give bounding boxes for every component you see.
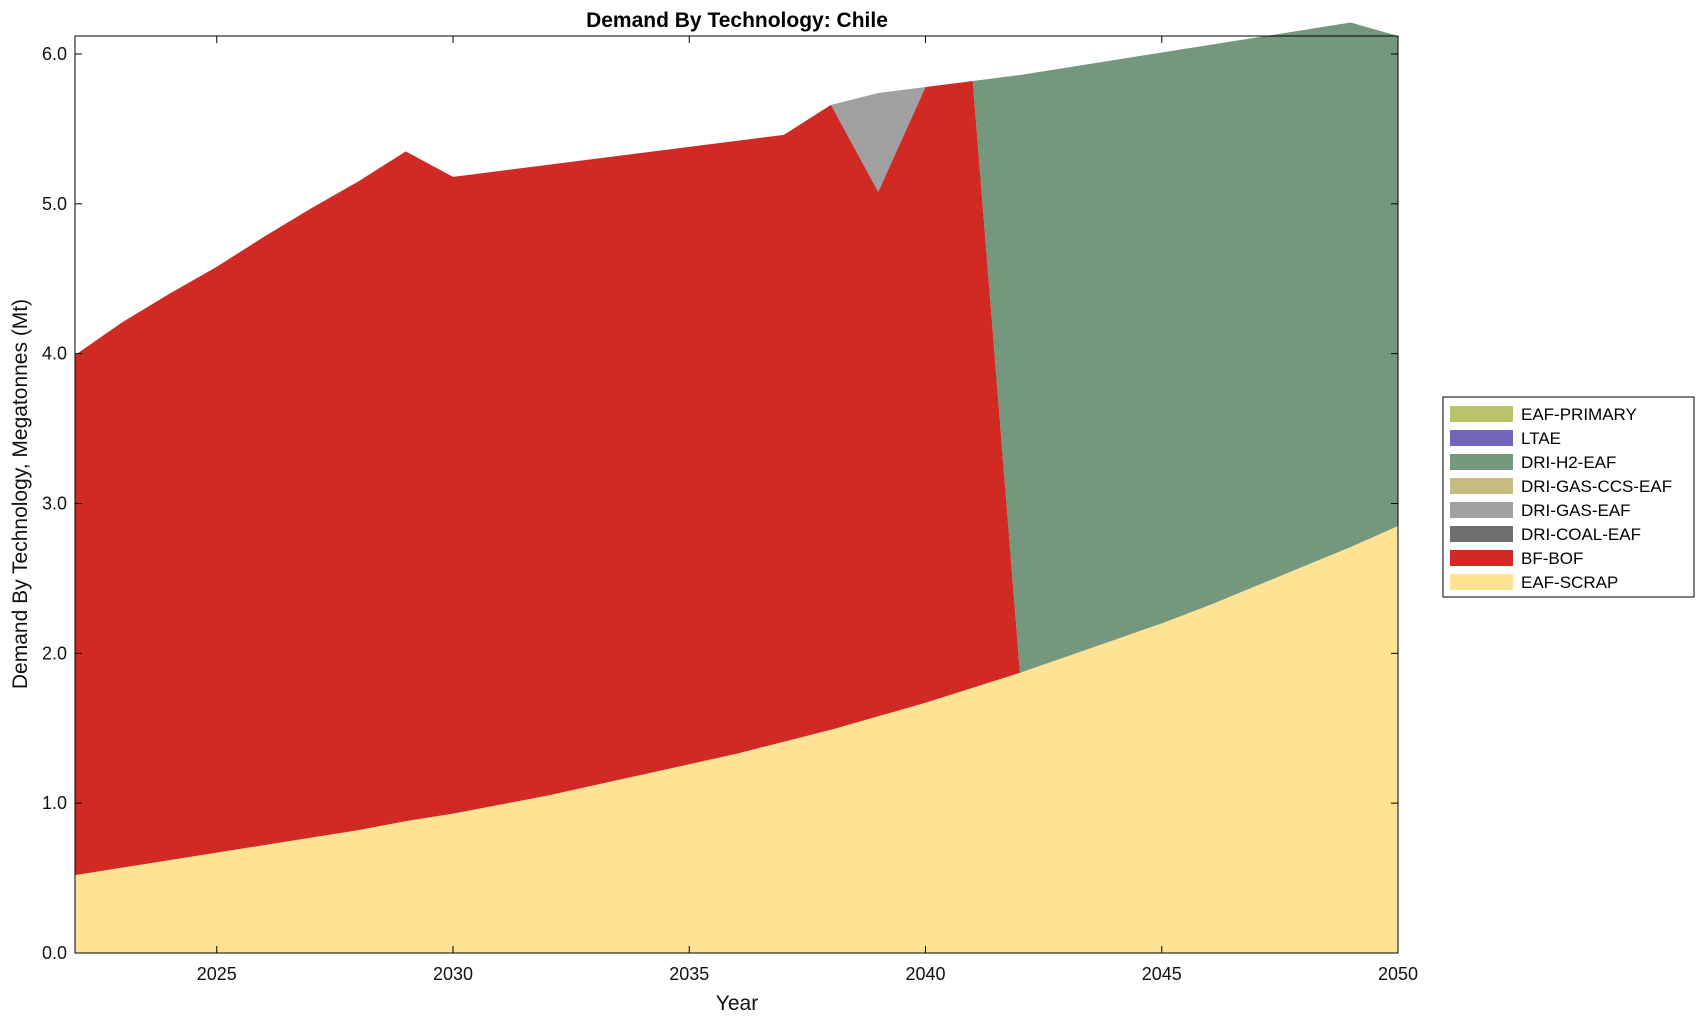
legend-label-eaf-primary: EAF-PRIMARY [1521, 405, 1637, 424]
y-tick-label: 0.0 [42, 943, 67, 963]
legend-label-dri-coal-eaf: DRI-COAL-EAF [1521, 525, 1641, 544]
y-tick-label: 3.0 [42, 493, 67, 513]
legend-swatch-eaf-primary [1450, 406, 1513, 422]
x-tick-label: 2030 [433, 964, 473, 984]
legend-label-dri-gas-ccs-eaf: DRI-GAS-CCS-EAF [1521, 477, 1672, 496]
stacked-areas [75, 22, 1398, 953]
area-eaf-scrap [75, 525, 1398, 953]
area-dri-h2-eaf [75, 22, 1398, 673]
x-tick-label: 2035 [669, 964, 709, 984]
y-tick-label: 4.0 [42, 344, 67, 364]
area-bf-bof [75, 80, 1398, 876]
plot-frame [74, 35, 1399, 954]
chart-title: Demand By Technology: Chile [586, 9, 888, 32]
legend-swatch-eaf-scrap [1450, 574, 1513, 590]
legend-label-dri-gas-eaf: DRI-GAS-EAF [1521, 501, 1631, 520]
y-tick-label: 6.0 [42, 44, 67, 64]
x-tick-label: 2050 [1378, 964, 1418, 984]
x-tick-label: 2045 [1142, 964, 1182, 984]
x-tick-label: 2025 [197, 964, 237, 984]
legend-swatch-dri-h2-eaf [1450, 454, 1513, 470]
legend-swatch-bf-bof [1450, 550, 1513, 566]
y-tick-label: 1.0 [42, 793, 67, 813]
legend-label-dri-h2-eaf: DRI-H2-EAF [1521, 453, 1616, 472]
y-axis-label: Demand By Technology, Megatonnes (Mt) [9, 299, 32, 689]
legend: EAF-PRIMARY LTAE DRI-H2-EAF DRI-GAS-CCS-EAF… [1442, 396, 1695, 598]
legend-label-ltae: LTAE [1521, 429, 1561, 448]
legend-label-bf-bof: BF-BOF [1521, 549, 1583, 568]
axis-ticks: 2025 2030 2035 2040 2045 2050 0.0 1.0 2.0 3.0 4.0 5… [42, 36, 1418, 984]
y-tick-label: 5.0 [42, 194, 67, 214]
legend-label-eaf-scrap: EAF-SCRAP [1521, 573, 1618, 592]
legend-swatch-dri-gas-eaf [1450, 502, 1513, 518]
legend-swatch-ltae [1450, 430, 1513, 446]
x-tick-label: 2040 [905, 964, 945, 984]
x-axis-label: Year [716, 992, 758, 1015]
legend-swatch-dri-gas-ccs-eaf [1450, 478, 1513, 494]
legend-swatch-dri-coal-eaf [1450, 526, 1513, 542]
y-tick-label: 2.0 [42, 643, 67, 663]
